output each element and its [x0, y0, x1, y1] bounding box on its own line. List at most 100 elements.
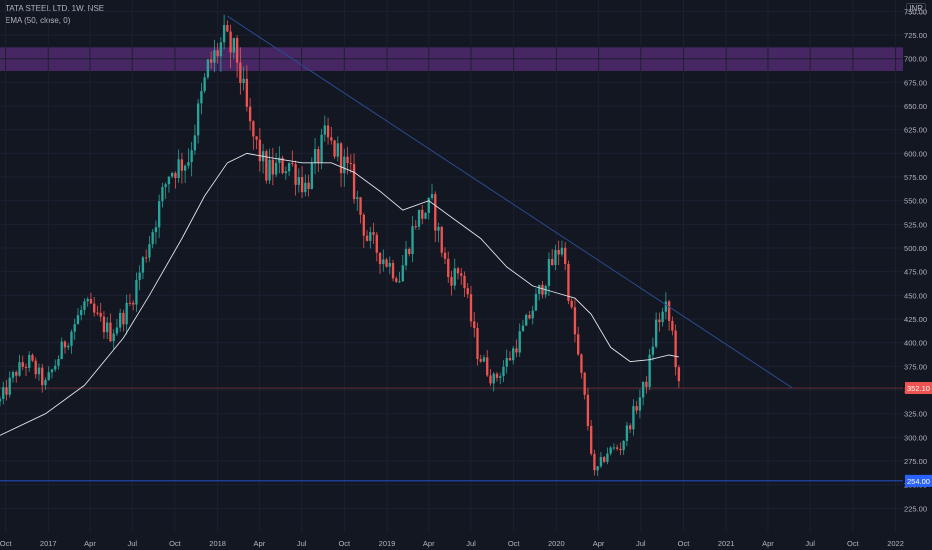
- candle-body[interactable]: [76, 315, 80, 325]
- ema-line[interactable]: [0, 152, 679, 436]
- candle-body[interactable]: [73, 324, 76, 332]
- candle-body[interactable]: [593, 453, 596, 471]
- candle-body[interactable]: [557, 250, 560, 255]
- candle-body[interactable]: [349, 163, 352, 165]
- candle-body[interactable]: [443, 252, 447, 259]
- candle-body[interactable]: [628, 425, 632, 430]
- candle-body[interactable]: [141, 257, 145, 273]
- candle-body[interactable]: [632, 406, 635, 430]
- candle-body[interactable]: [115, 327, 119, 334]
- candle-body[interactable]: [209, 59, 213, 63]
- candle-body[interactable]: [619, 448, 622, 451]
- candle-body[interactable]: [460, 273, 463, 276]
- candle-body[interactable]: [258, 139, 262, 162]
- candle-body[interactable]: [427, 197, 430, 213]
- candle-body[interactable]: [34, 360, 37, 375]
- candle-body[interactable]: [401, 265, 404, 282]
- candle-body[interactable]: [122, 312, 125, 325]
- candle-body[interactable]: [391, 262, 395, 279]
- candle-body[interactable]: [492, 373, 495, 384]
- candle-body[interactable]: [320, 134, 323, 163]
- candle-body[interactable]: [50, 369, 54, 373]
- candle-body[interactable]: [112, 333, 115, 342]
- candle-body[interactable]: [382, 259, 385, 265]
- candle-body[interactable]: [157, 201, 161, 228]
- candle-body[interactable]: [654, 319, 658, 347]
- candle-body[interactable]: [222, 25, 226, 43]
- candle-body[interactable]: [67, 345, 70, 348]
- candle-body[interactable]: [417, 209, 421, 227]
- candle-body[interactable]: [196, 103, 200, 136]
- candle-body[interactable]: [300, 177, 304, 193]
- candle-body[interactable]: [385, 259, 388, 267]
- candle-body[interactable]: [2, 387, 5, 399]
- candle-body[interactable]: [531, 310, 534, 319]
- candle-body[interactable]: [421, 209, 424, 219]
- candle-body[interactable]: [515, 348, 518, 353]
- candle-body[interactable]: [602, 456, 606, 462]
- candle-body[interactable]: [440, 226, 443, 253]
- candle-body[interactable]: [378, 252, 382, 265]
- candle-body[interactable]: [505, 358, 508, 367]
- candle-body[interactable]: [356, 197, 359, 200]
- candle-body[interactable]: [450, 277, 453, 286]
- candle-body[interactable]: [369, 232, 372, 241]
- candle-body[interactable]: [489, 375, 492, 384]
- candle-body[interactable]: [411, 226, 414, 254]
- candle-body[interactable]: [271, 159, 275, 175]
- candle-body[interactable]: [304, 182, 307, 193]
- candle-body[interactable]: [547, 259, 551, 286]
- candle-body[interactable]: [213, 50, 216, 63]
- candle-body[interactable]: [648, 354, 651, 387]
- candle-body[interactable]: [203, 77, 206, 92]
- candle-body[interactable]: [54, 365, 57, 370]
- candle-body[interactable]: [63, 341, 67, 348]
- candle-body[interactable]: [570, 300, 573, 308]
- candle-body[interactable]: [664, 301, 668, 312]
- candle-body[interactable]: [323, 125, 326, 135]
- candle-body[interactable]: [674, 330, 677, 368]
- candle-body[interactable]: [476, 328, 479, 360]
- candle-body[interactable]: [47, 372, 50, 380]
- candle-body[interactable]: [447, 258, 450, 278]
- candle-body[interactable]: [434, 194, 437, 231]
- candle-body[interactable]: [408, 248, 411, 254]
- candle-body[interactable]: [187, 162, 190, 166]
- candle-body[interactable]: [167, 176, 171, 185]
- candle-body[interactable]: [326, 125, 330, 138]
- candle-body[interactable]: [245, 78, 249, 107]
- candle-body[interactable]: [512, 348, 515, 361]
- candle-body[interactable]: [170, 172, 174, 177]
- candle-body[interactable]: [596, 466, 599, 471]
- candle-body[interactable]: [453, 268, 456, 286]
- candle-body[interactable]: [106, 322, 109, 333]
- candle-body[interactable]: [164, 184, 167, 188]
- candle-body[interactable]: [482, 357, 486, 362]
- candle-body[interactable]: [297, 177, 301, 185]
- candle-body[interactable]: [151, 232, 154, 245]
- candle-body[interactable]: [508, 358, 512, 361]
- candle-body[interactable]: [404, 248, 408, 266]
- candle-body[interactable]: [252, 121, 255, 137]
- candle-body[interactable]: [525, 314, 528, 326]
- trendline[interactable]: [227, 15, 793, 389]
- candle-body[interactable]: [144, 257, 148, 259]
- candle-body[interactable]: [281, 157, 284, 174]
- candle-body[interactable]: [339, 143, 343, 174]
- candle-body[interactable]: [599, 456, 603, 467]
- candle-body[interactable]: [83, 301, 86, 311]
- candle-body[interactable]: [148, 244, 151, 258]
- candle-body[interactable]: [154, 227, 158, 233]
- candle-body[interactable]: [128, 302, 132, 304]
- candle-body[interactable]: [544, 285, 547, 295]
- candle-body[interactable]: [495, 373, 499, 378]
- candle-body[interactable]: [577, 334, 580, 355]
- candle-body[interactable]: [518, 331, 521, 353]
- candle-body[interactable]: [102, 316, 106, 333]
- candle-body[interactable]: [18, 362, 21, 376]
- candle-body[interactable]: [274, 162, 278, 175]
- candle-body[interactable]: [606, 453, 609, 462]
- candle-body[interactable]: [8, 377, 11, 395]
- candle-body[interactable]: [395, 278, 398, 282]
- candle-body[interactable]: [534, 293, 538, 311]
